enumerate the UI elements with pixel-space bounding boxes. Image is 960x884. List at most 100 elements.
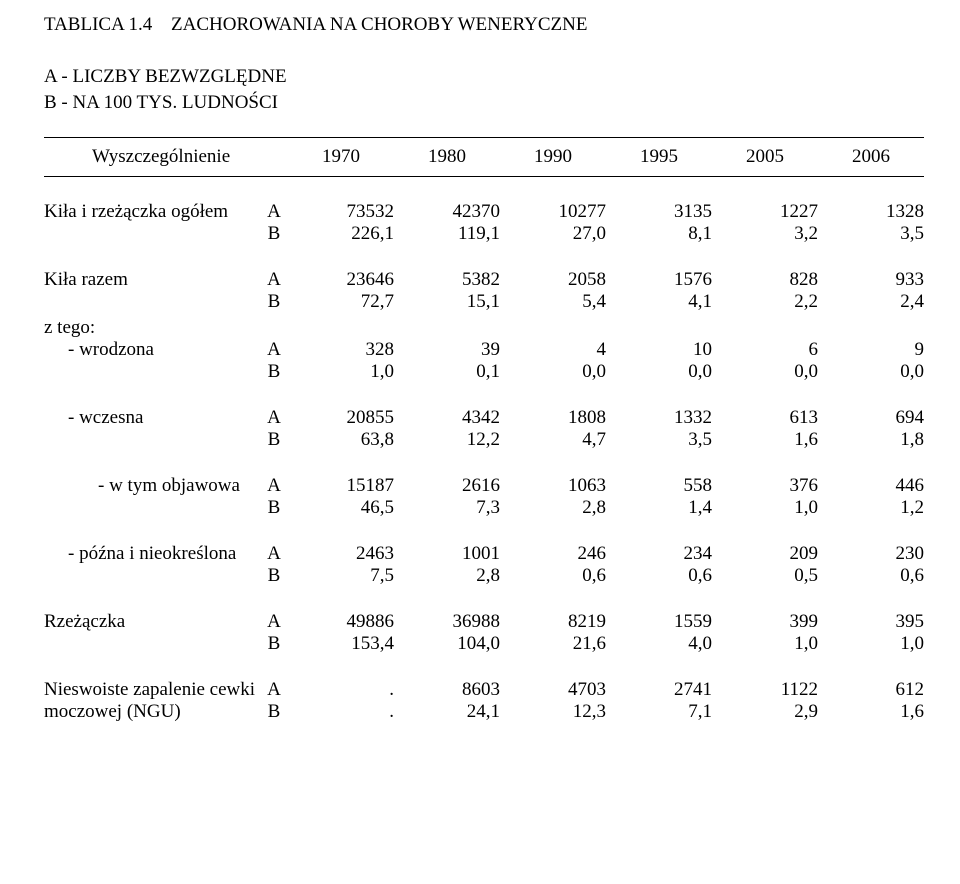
cell: 3,2 (712, 223, 818, 245)
table-row: z tego: (44, 317, 924, 339)
cell: 5,4 (500, 291, 606, 313)
cell: 376 (712, 475, 818, 497)
cell: 23646 (288, 269, 394, 291)
row-label: Kiła i rzeżączka ogółem (44, 201, 260, 223)
cell: 2741 (606, 679, 712, 701)
cell: 0,6 (818, 565, 924, 587)
cell: 63,8 (288, 429, 394, 451)
cell: 1122 (712, 679, 818, 701)
cell: 7,1 (606, 701, 712, 723)
cell: 10277 (500, 201, 606, 223)
cell: 49886 (288, 611, 394, 633)
cell: 1808 (500, 407, 606, 429)
header-wys: Wyszczególnienie (44, 138, 288, 177)
cell: 1,6 (818, 701, 924, 723)
cell: 7,5 (288, 565, 394, 587)
cell: 21,6 (500, 633, 606, 655)
cell: 4342 (394, 407, 500, 429)
cell: 2616 (394, 475, 500, 497)
row-label (44, 291, 260, 313)
table-row: B 1,00,10,00,00,00,0 (44, 361, 924, 383)
row-ab: B (260, 429, 288, 451)
cell: 209 (712, 543, 818, 565)
cell: 1,2 (818, 497, 924, 519)
row-label: moczowej (NGU) (44, 701, 260, 723)
cell: 3135 (606, 201, 712, 223)
cell: 15,1 (394, 291, 500, 313)
cell: 828 (712, 269, 818, 291)
cell: . (288, 701, 394, 723)
row-label (44, 497, 260, 519)
row-ab: B (260, 497, 288, 519)
cell: 24,1 (394, 701, 500, 723)
cell: 104,0 (394, 633, 500, 655)
cell: 1063 (500, 475, 606, 497)
cell: 0,6 (500, 565, 606, 587)
cell: 46,5 (288, 497, 394, 519)
row-label: z tego: (44, 317, 924, 339)
cell: 230 (818, 543, 924, 565)
cell: 5382 (394, 269, 500, 291)
row-label: - w tym objawowa (44, 475, 260, 497)
header-year-3: 1995 (606, 138, 712, 177)
table-title: TABLICA 1.4 ZACHOROWANIA NA CHOROBY WENE… (44, 14, 924, 36)
table-row: B 153,4104,021,64,01,01,0 (44, 633, 924, 655)
header-year-0: 1970 (288, 138, 394, 177)
cell: 446 (818, 475, 924, 497)
table-row: B 72,715,15,44,12,22,4 (44, 291, 924, 313)
cell: 612 (818, 679, 924, 701)
cell: 1,0 (288, 361, 394, 383)
cell: 1332 (606, 407, 712, 429)
cell: 246 (500, 543, 606, 565)
row-ab: A (260, 543, 288, 565)
header-year-1: 1980 (394, 138, 500, 177)
header-year-4: 2005 (712, 138, 818, 177)
row-label: - wrodzona (44, 339, 260, 361)
row-label (44, 223, 260, 245)
cell: 8,1 (606, 223, 712, 245)
data-table: Wyszczególnienie 1970 1980 1990 1995 200… (44, 137, 924, 747)
table-row: Kiła razem A 23646538220581576828933 (44, 269, 924, 291)
cell: 1,8 (818, 429, 924, 451)
page: TABLICA 1.4 ZACHOROWANIA NA CHOROBY WENE… (0, 0, 960, 767)
cell: 1227 (712, 201, 818, 223)
cell: 4,1 (606, 291, 712, 313)
table-row: B 46,57,32,81,41,01,2 (44, 497, 924, 519)
table-row: - wczesna A 20855434218081332613694 (44, 407, 924, 429)
table-row: moczowej (NGU) B .24,112,37,12,91,6 (44, 701, 924, 723)
row-label (44, 361, 260, 383)
cell: 1,0 (712, 633, 818, 655)
cell: 15187 (288, 475, 394, 497)
legend-b: B - NA 100 TYS. LUDNOŚCI (44, 90, 924, 116)
cell: 39 (394, 339, 500, 361)
cell: 36988 (394, 611, 500, 633)
legend: A - LICZBY BEZWZGLĘDNE B - NA 100 TYS. L… (44, 64, 924, 115)
cell: 933 (818, 269, 924, 291)
table-row: Kiła i rzeżączka ogółem A 73532423701027… (44, 201, 924, 223)
cell: 0,0 (500, 361, 606, 383)
row-ab: B (260, 291, 288, 313)
cell: 12,2 (394, 429, 500, 451)
cell: 558 (606, 475, 712, 497)
cell: 4 (500, 339, 606, 361)
row-label: - późna i nieokreślona (44, 543, 260, 565)
table-row: Nieswoiste zapalenie cewki A .8603470327… (44, 679, 924, 701)
cell: 613 (712, 407, 818, 429)
cell: 7,3 (394, 497, 500, 519)
cell: 234 (606, 543, 712, 565)
table-row: - wrodzona A 3283941069 (44, 339, 924, 361)
row-ab: A (260, 201, 288, 223)
cell: 1,0 (712, 497, 818, 519)
cell: 0,6 (606, 565, 712, 587)
cell: 0,1 (394, 361, 500, 383)
cell: 4703 (500, 679, 606, 701)
cell: 3,5 (606, 429, 712, 451)
table-row: - w tym objawowa A 151872616106355837644… (44, 475, 924, 497)
cell: 0,0 (818, 361, 924, 383)
row-ab: A (260, 407, 288, 429)
cell: 395 (818, 611, 924, 633)
cell: 119,1 (394, 223, 500, 245)
row-label: Kiła razem (44, 269, 260, 291)
cell: 9 (818, 339, 924, 361)
cell: 2058 (500, 269, 606, 291)
